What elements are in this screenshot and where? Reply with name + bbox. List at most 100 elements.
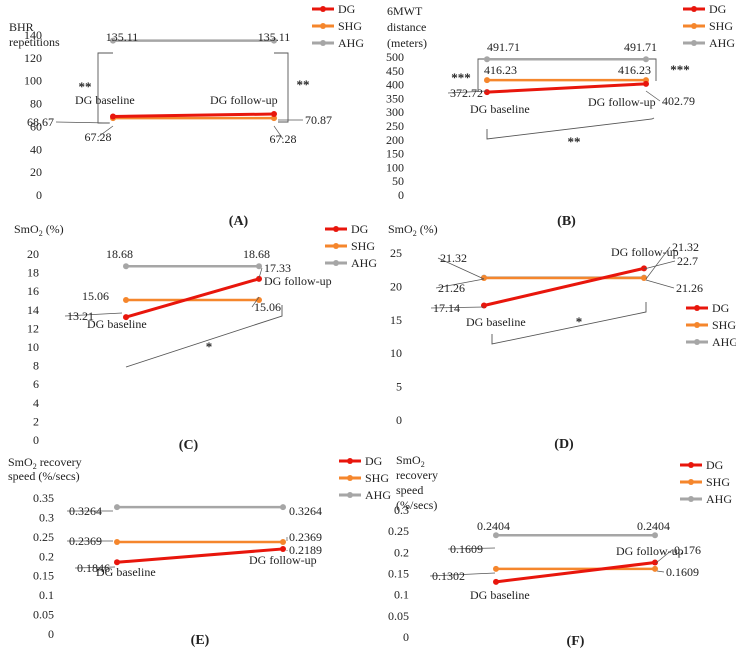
panel-1-dg-point — [110, 113, 116, 120]
panel-2-dg-point — [484, 89, 490, 96]
panel-6-point-label: DG follow-up — [616, 544, 684, 558]
panel-6-point-label: DG baseline — [470, 588, 530, 602]
panel-2-significance-star: *** — [451, 70, 471, 85]
panel-1-y-tick-label: 0 — [36, 188, 42, 202]
panel-2-legend-label-ahg: AHG — [709, 36, 735, 50]
panel-5-data-label: 0.3264 — [289, 504, 322, 518]
panel-1-data-label: 135.11 — [258, 30, 291, 44]
panel-2-legend-label-shg: SHG — [709, 19, 733, 33]
panel-3-point-label: DG follow-up — [264, 274, 332, 288]
panel-2-data-label: 416.23 — [484, 63, 517, 77]
panel-1-dg-series-line — [112, 112, 275, 119]
panel-5-y-tick-label: 0.2 — [39, 549, 54, 563]
panel-2-y-tick-label: 500 — [386, 50, 404, 64]
panel-4-legend-marker-ahg — [694, 339, 700, 345]
panel-3-y-tick-label: 0 — [33, 433, 39, 447]
panel-5-y-tick-label: 0.15 — [33, 569, 54, 583]
panel-2-y-axis-label: distance — [387, 20, 426, 34]
panel-2-ahg-point — [643, 56, 649, 63]
panel-5-data-label: 0.1846 — [77, 561, 110, 575]
panel-4-shg-point — [641, 274, 647, 281]
panel-6-y-tick-label: 0.25 — [388, 524, 409, 538]
panel-6-data-label: 0.2404 — [477, 519, 510, 533]
panel-3-data-label: 13.21 — [67, 309, 94, 323]
panel-4-y-tick-label: 15 — [390, 313, 402, 327]
panel-3-point-label: DG baseline — [87, 317, 147, 331]
panel-5-ahg-point — [114, 504, 120, 511]
panel-6-legend-label-shg: SHG — [706, 475, 730, 489]
panel-1-leader-line — [273, 125, 284, 140]
panel-6-legend-marker-ahg — [688, 496, 694, 502]
panel-2-significance-bracket — [486, 117, 655, 140]
panel-3-data-label: 15.06 — [82, 289, 109, 303]
panel-4-leader-line — [435, 278, 485, 289]
panel-5-data-label: 0.2189 — [289, 543, 322, 557]
panel-3-y-tick-label: 16 — [27, 284, 39, 298]
panel-2-leader-line — [447, 90, 488, 94]
panel-3-leader-line — [251, 296, 260, 308]
panel-3-legend-marker-ahg — [333, 260, 339, 266]
panel-3-y-tick-label: 2 — [33, 414, 39, 428]
panel-2-significance-star: *** — [670, 62, 690, 77]
panel-5-legend-label-shg: SHG — [365, 471, 389, 485]
panel-3-data-label: 18.68 — [243, 247, 270, 261]
panel-2-data-label: 491.71 — [487, 40, 520, 54]
panel-3-y-tick-label: 4 — [33, 396, 39, 410]
panel-4-leader-line — [430, 306, 485, 309]
panel-1-point-label: DG follow-up — [210, 93, 278, 107]
panel-1-legend-marker-shg — [320, 23, 326, 29]
panel-2-significance-bracket — [646, 58, 657, 81]
panel-5-y-tick-label: 0.25 — [33, 530, 54, 544]
panel-4-point-label: DG follow-up — [611, 245, 679, 259]
panel-2-legend-marker-dg — [691, 6, 697, 12]
panel-3-y-tick-label: 12 — [27, 321, 39, 335]
panel-3-data-label: 15.06 — [254, 300, 281, 314]
panel-5-data-label: 0.3264 — [69, 504, 102, 518]
panel-6-legend-marker-shg — [688, 479, 694, 485]
panel-4-y-tick-label: 20 — [390, 279, 402, 293]
panel-4-leader-line — [645, 246, 671, 280]
panel-5-y-axis-label: speed (%/secs) — [8, 469, 80, 483]
panel-3-y-tick-label: 14 — [27, 303, 39, 317]
panel-6-y-tick-label: 0 — [403, 630, 409, 644]
panel-3-y-tick-label: 10 — [27, 340, 39, 354]
panel-3-legend-marker-shg — [333, 243, 339, 249]
panel-2-point-label: DG baseline — [470, 102, 530, 116]
panel-3-leader-line — [64, 312, 123, 317]
panel-4-y-tick-label: 25 — [390, 246, 402, 260]
panel-2-ahg-point — [484, 56, 490, 63]
panel-3-shg-point — [123, 296, 129, 303]
panel-6-leader-line — [655, 549, 673, 564]
panel-4-legend-marker-shg — [694, 322, 700, 328]
panel-2-point-label: DG follow-up — [588, 95, 656, 109]
panel-4-legend-label-shg: SHG — [712, 318, 736, 332]
panel-2-significance-bracket — [477, 58, 487, 92]
panel-2-y-tick-label: 400 — [386, 78, 404, 92]
panel-4-panel-caption: (D) — [554, 437, 574, 452]
panel-1-data-label: 67.28 — [270, 132, 297, 146]
panel-6-leader-line — [447, 547, 496, 550]
panel-6-dg-series-line — [495, 561, 656, 584]
panel-4-data-label: 22.7 — [677, 254, 698, 268]
panel-2-leader-line — [645, 90, 661, 102]
panel-4-data-label: 21.26 — [676, 281, 703, 295]
panel-5-legend-marker-shg — [347, 475, 353, 481]
panel-2-legend-label-dg: DG — [709, 2, 727, 16]
panel-2-y-tick-label: 200 — [386, 133, 404, 147]
panel-6-ahg-point — [652, 532, 658, 539]
panel-3-data-label: 18.68 — [106, 247, 133, 261]
panel-4-legend-label-dg: DG — [712, 301, 730, 315]
panel-4-y-tick-label: 5 — [396, 380, 402, 394]
panel-1-ahg-point — [271, 37, 277, 44]
panel-3-dg-series-line — [125, 277, 260, 319]
panel-4-dg-point — [641, 265, 647, 272]
panel-6-legend-label-dg: DG — [706, 458, 724, 472]
panel-2-y-axis-label: (meters) — [387, 36, 427, 50]
panel-2-y-tick-label: 300 — [386, 105, 404, 119]
panel-2-significance-star: ** — [568, 134, 581, 149]
panel-5-y-tick-label: 0.3 — [39, 510, 54, 524]
panel-5-y-tick-label: 0.35 — [33, 491, 54, 505]
panel-4-leader-line — [643, 260, 676, 270]
panel-2-y-axis-label: 6MWT — [387, 4, 423, 18]
